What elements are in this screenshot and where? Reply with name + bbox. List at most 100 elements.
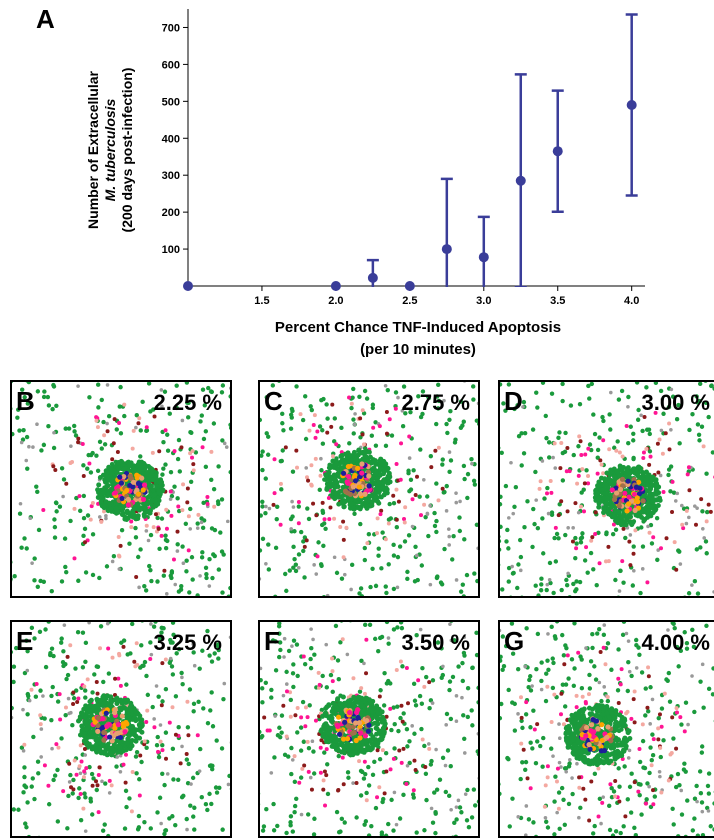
agent [566,526,570,530]
agent [446,748,450,752]
agent [579,453,583,457]
agent [420,563,424,567]
agent [433,524,437,528]
agent [121,467,126,472]
agent [597,627,601,631]
agent [25,712,29,716]
agent [51,654,55,658]
agent [674,747,678,751]
agent [83,695,87,699]
agent [351,676,355,680]
agent [539,577,543,581]
agent [227,783,231,787]
agent [617,397,621,401]
agent [395,525,399,529]
agent [321,501,325,505]
agent [92,720,97,725]
agent [135,641,139,645]
agent [396,555,400,559]
agent [577,434,581,438]
agent [106,647,110,651]
agent [709,510,713,514]
agent [651,802,655,806]
agent [293,713,297,717]
agent [471,397,475,401]
agent [444,790,448,794]
agent [444,422,448,426]
agent [388,707,392,711]
agent [374,726,379,731]
agent [470,666,474,670]
agent [675,710,679,714]
agent [704,624,708,628]
agent [424,798,428,802]
agent [353,423,357,427]
agent [338,454,343,459]
agent [583,453,587,457]
agent [379,512,383,516]
agent [186,486,190,490]
agent [608,782,612,786]
agent [667,421,671,425]
agent [290,644,294,648]
agent [176,457,180,461]
agent [396,729,400,733]
agent [302,575,306,579]
agent [119,770,123,774]
agent [415,554,419,558]
agent [412,732,416,736]
agent [22,765,26,769]
agent [295,642,299,646]
agent [165,527,169,531]
agent [156,735,160,739]
agent [347,710,352,715]
agent [85,467,89,471]
agent [524,712,528,716]
agent [160,516,164,520]
agent [393,722,397,726]
agent [95,783,99,787]
agent [128,651,132,655]
agent [337,677,341,681]
agent [289,746,293,750]
agent [513,728,517,732]
y-axis-label-line: (200 days post-infection) [119,68,135,233]
agent [201,706,205,710]
agent [79,743,83,747]
agent [289,772,293,776]
agent [163,462,167,466]
agent [111,656,115,660]
agent [38,688,42,692]
agent [375,795,379,799]
data-point [627,100,637,110]
agent [562,653,566,657]
agent [208,708,212,712]
agent [325,747,329,751]
agent [271,802,275,806]
agent [410,724,414,728]
agent [260,500,264,504]
agent [22,743,26,747]
agent [641,456,645,460]
agent [577,474,581,478]
agent [286,754,290,758]
agent [429,454,433,458]
agent [567,802,571,806]
agent [165,592,169,596]
agent [647,785,651,789]
agent [118,567,122,571]
agent [282,694,286,698]
agent [185,500,189,504]
agent [350,731,355,736]
agent [461,679,465,683]
agent [309,463,313,467]
agent [568,758,572,762]
agent [130,809,134,813]
agent [36,760,40,764]
agent [327,517,331,521]
agent [96,692,100,696]
agent [602,623,606,627]
agent [347,746,352,751]
agent [374,443,378,447]
y-tick-label: 200 [162,207,180,219]
